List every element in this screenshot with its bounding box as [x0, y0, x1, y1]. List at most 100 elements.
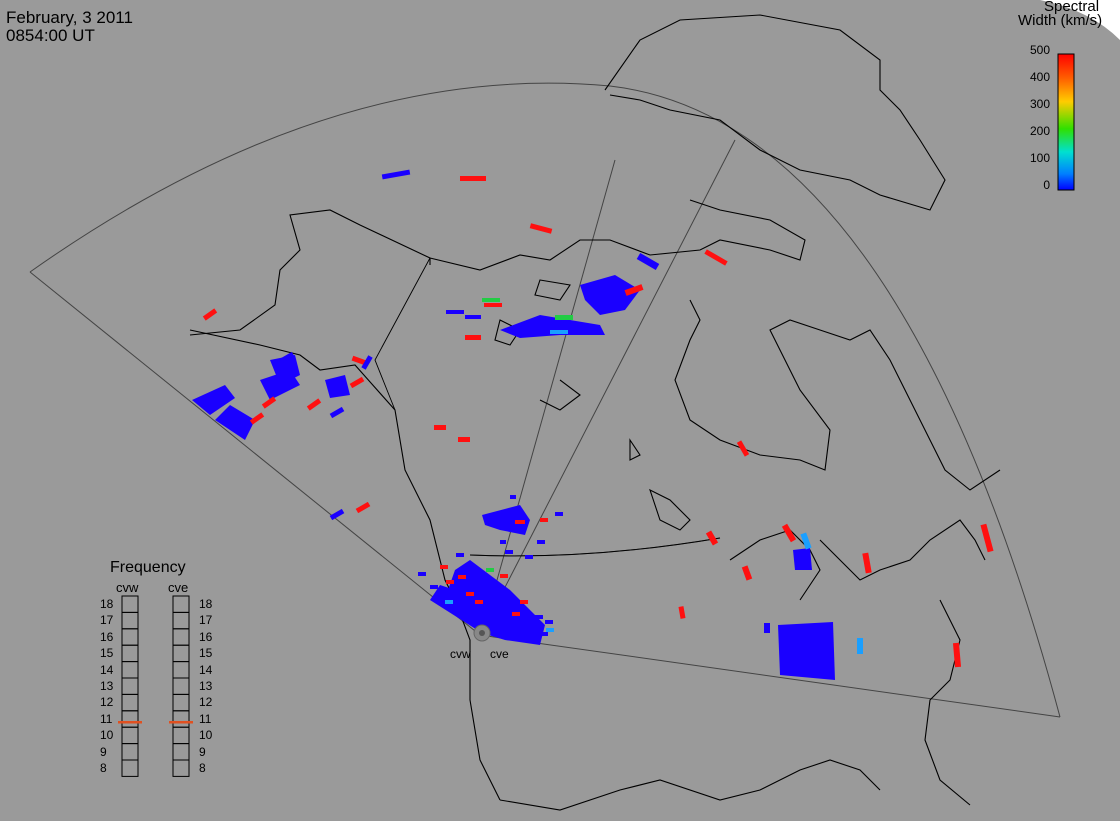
frequency-indicator — [118, 595, 193, 777]
echo-cell — [862, 552, 872, 574]
radar-label-cvw: cvw — [450, 647, 471, 661]
colorbar-tick: 400 — [1029, 70, 1050, 84]
colorbar-tick: 500 — [1029, 43, 1050, 57]
echo-cell — [952, 642, 962, 668]
page-corner — [1040, 0, 1120, 40]
echo-cell — [525, 555, 533, 559]
echo-cell — [520, 600, 528, 604]
frequency-bin — [172, 726, 190, 745]
frequency-bin — [121, 611, 139, 630]
frequency-bin — [121, 595, 139, 613]
echo-cell — [351, 355, 367, 366]
echo-cell — [202, 308, 218, 321]
frequency-bin — [172, 759, 190, 777]
echo-cluster — [793, 548, 812, 570]
echo-cell — [430, 585, 438, 589]
echo-cell — [540, 632, 548, 636]
frequency-bin — [121, 628, 139, 646]
echo-cell — [705, 530, 719, 546]
frequency-tick-right: 9 — [199, 744, 206, 759]
echo-cell — [440, 565, 448, 569]
colorbar-tick: 200 — [1029, 124, 1050, 138]
borders — [374, 257, 721, 557]
echo-cell — [781, 523, 797, 543]
frequency-tick-right: 8 — [199, 761, 206, 775]
frequency-bin — [121, 726, 139, 745]
echo-cell — [306, 398, 322, 411]
echo-cell — [446, 580, 454, 584]
echo-cell — [466, 592, 474, 596]
frequency-bin — [121, 644, 139, 663]
echo-cell — [529, 223, 553, 234]
frequency-bin — [121, 759, 139, 777]
echo-cell — [512, 612, 520, 616]
echo-cell — [510, 495, 516, 499]
echo-cell — [486, 568, 494, 572]
echo-cell — [355, 501, 371, 514]
colorbar-tick: 300 — [1029, 97, 1050, 111]
frequency-bin — [172, 743, 190, 761]
frequency-bin — [172, 611, 190, 630]
frequency-tick-left: 10 — [100, 728, 114, 743]
echo-cluster — [270, 355, 300, 385]
echo-cell — [458, 575, 466, 579]
echo-cell — [704, 249, 728, 266]
frequency-tick-left: 11 — [100, 711, 113, 726]
echo-cell — [545, 620, 553, 624]
echo-cell — [465, 315, 481, 319]
echo-cell — [857, 638, 863, 654]
echo-cell — [434, 425, 446, 430]
echo-cell — [550, 330, 568, 334]
frequency-tick-left: 9 — [100, 744, 107, 759]
echo-cell — [349, 376, 365, 389]
frequency-tick-right: 16 — [199, 629, 213, 644]
echo-cell — [445, 600, 453, 604]
frequency-tick-right: 13 — [199, 679, 213, 693]
echo-cell — [482, 298, 500, 302]
frequency-tick-left: 8 — [100, 761, 107, 775]
frequency-tick-left: 13 — [100, 679, 114, 693]
frequency-cvw-label: cvw — [116, 580, 139, 595]
frequency-tick-left: 12 — [100, 695, 114, 710]
echo-cell — [460, 176, 486, 181]
echo-cell — [361, 355, 373, 370]
echo-cell — [555, 315, 573, 320]
echo-cell — [484, 303, 502, 307]
echo-cell — [458, 437, 470, 442]
echo-cell — [500, 574, 508, 578]
frequency-bin — [172, 693, 190, 712]
echo-cell — [537, 540, 545, 544]
spectral-width-colorbar — [1057, 53, 1075, 191]
frequency-bin — [121, 743, 139, 761]
echo-cell — [446, 310, 464, 314]
frequency-tick-right: 15 — [199, 646, 213, 661]
frequency-bin — [172, 677, 190, 695]
frequency-bin — [121, 677, 139, 695]
time-label: 0854:00 UT — [6, 26, 95, 45]
echo-cell — [540, 518, 548, 522]
colorbar-tick: 100 — [1029, 151, 1050, 165]
colorbar-title-line2: Width (km/s) — [1018, 12, 1103, 29]
echo-cluster — [325, 375, 350, 398]
frequency-title: Frequency — [110, 559, 186, 576]
date-label: February, 3 2011 — [6, 8, 133, 27]
echo-cell — [636, 252, 660, 271]
radar-label-cve: cve — [490, 647, 509, 661]
echo-fan — [430, 585, 482, 633]
echo-cell — [764, 623, 770, 633]
echo-cell — [515, 520, 525, 524]
echo-cell — [500, 540, 506, 544]
frequency-bin — [172, 628, 190, 646]
frequency-bin — [121, 710, 139, 728]
echo-cell — [418, 572, 426, 576]
echo-cell — [555, 512, 563, 516]
coastlines — [189, 14, 1001, 811]
frequency-tick-left: 17 — [100, 613, 114, 628]
frequency-tick-right: 14 — [199, 662, 213, 677]
echo-cell — [279, 351, 295, 364]
echo-cell — [475, 600, 483, 604]
echo-cell — [624, 284, 644, 296]
frequency-bin — [121, 661, 139, 679]
frequency-cve-label: cve — [168, 580, 189, 595]
